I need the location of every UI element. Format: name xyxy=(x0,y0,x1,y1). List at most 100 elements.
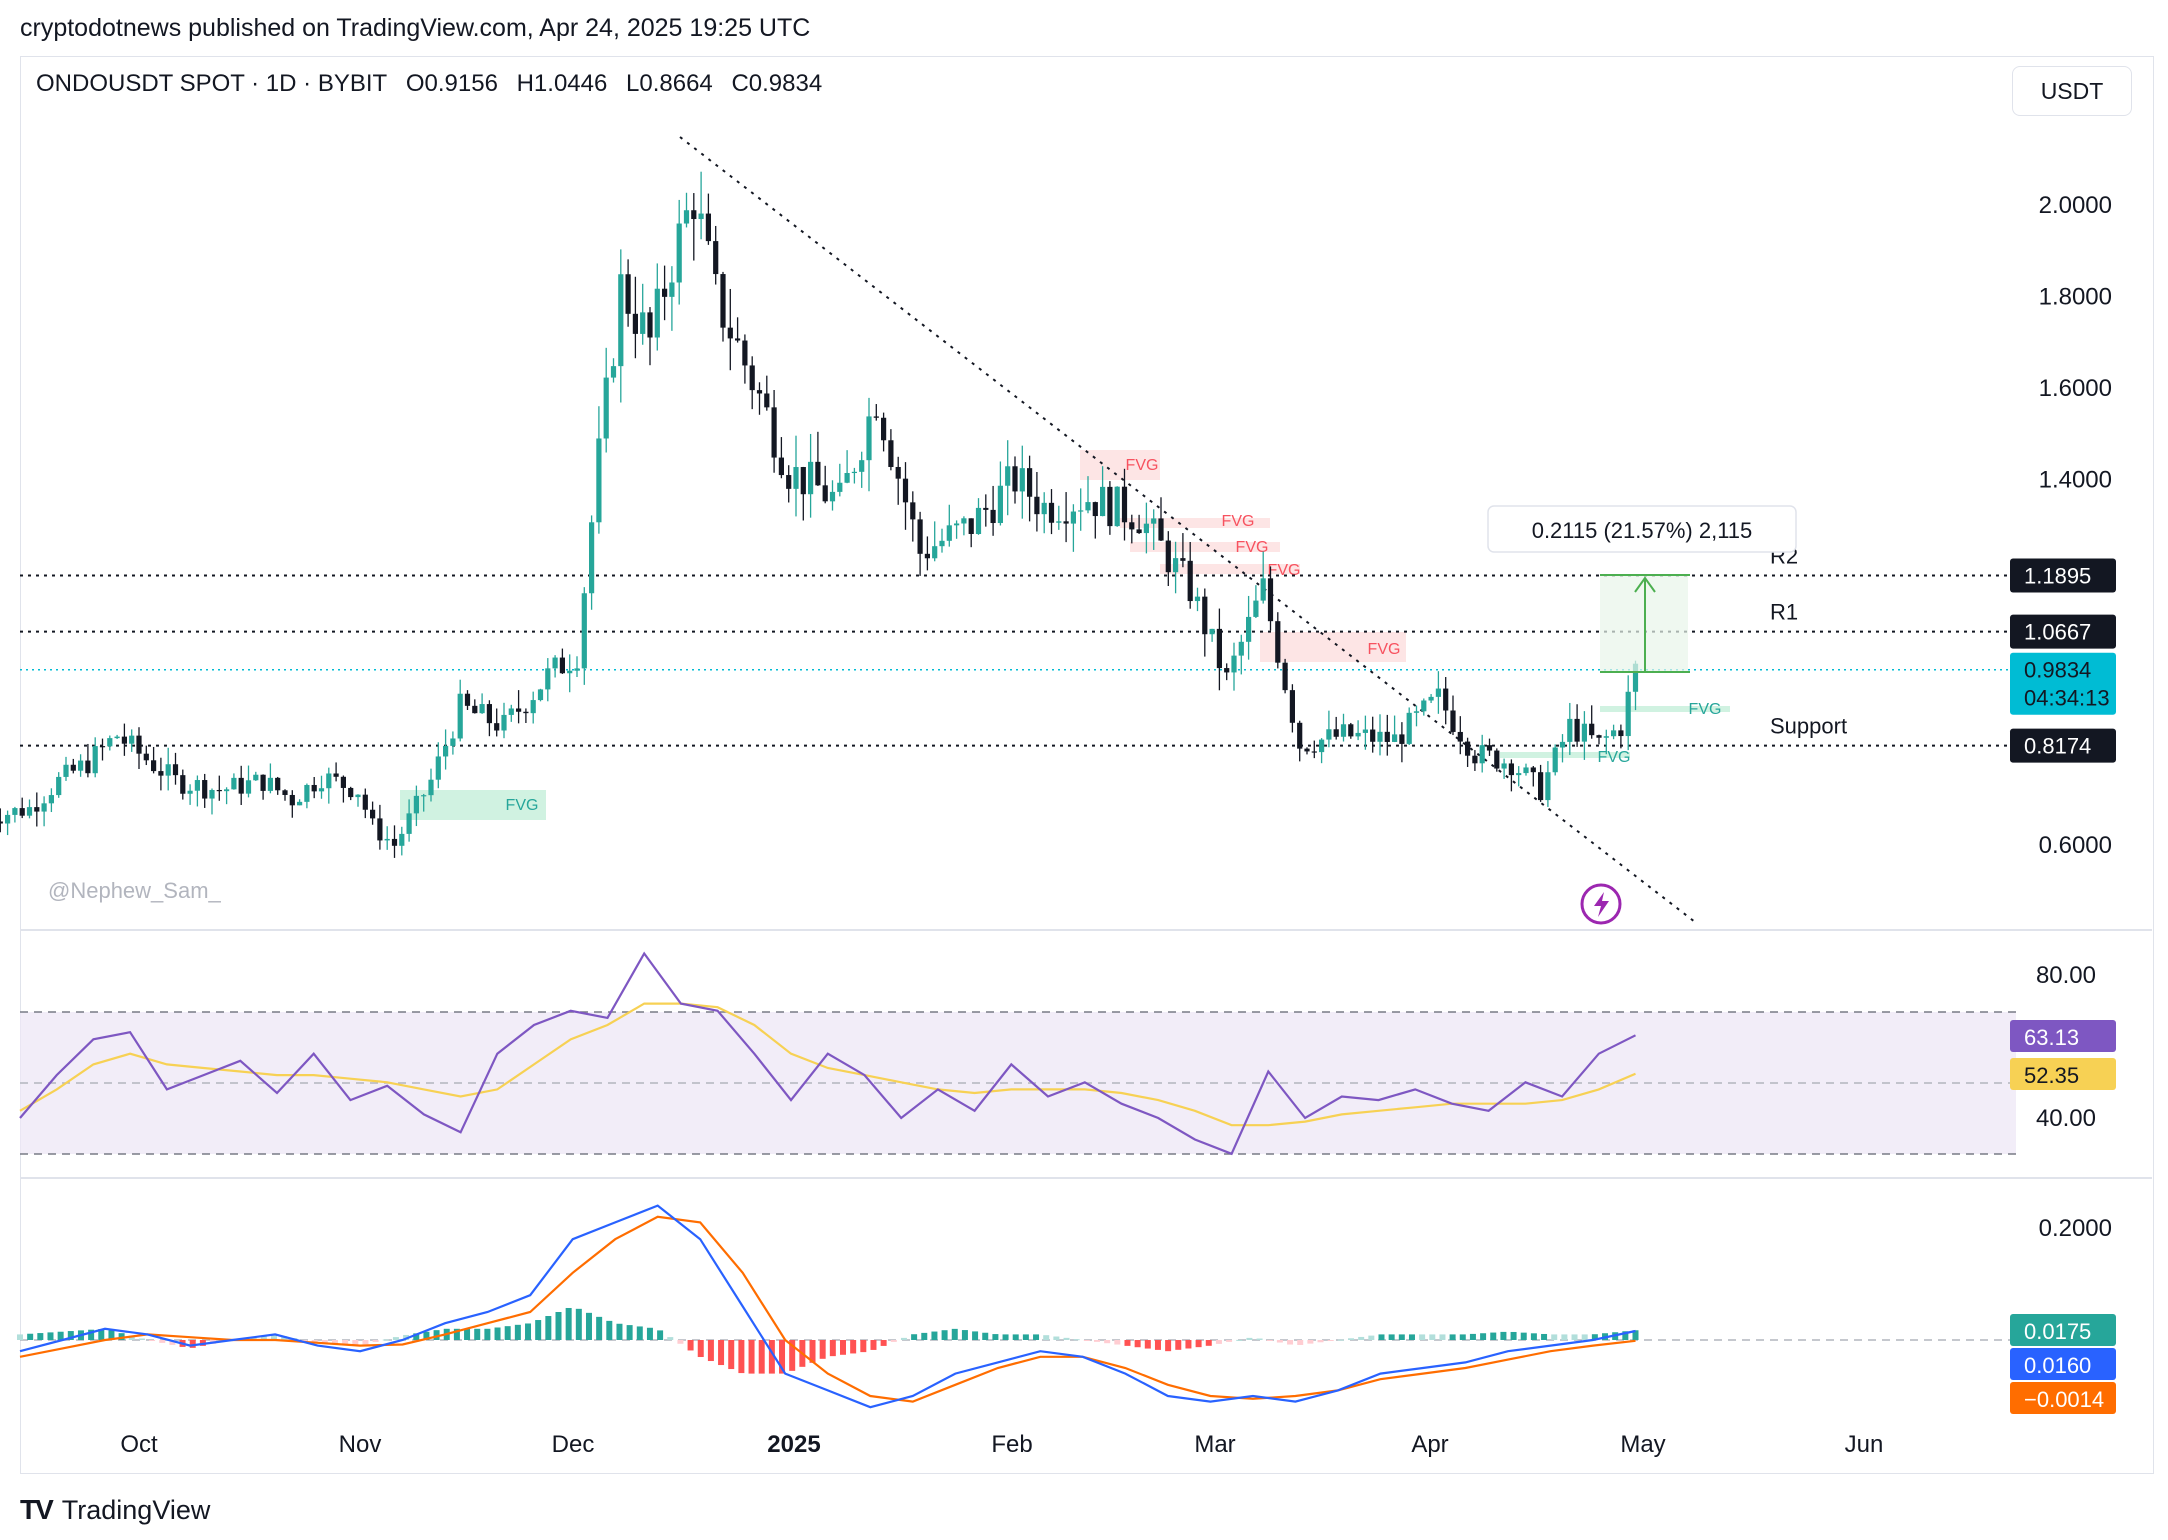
candle-body[interactable] xyxy=(362,794,368,810)
candle-body[interactable] xyxy=(275,777,281,791)
candle-body[interactable] xyxy=(384,838,390,841)
candle-body[interactable] xyxy=(1392,734,1398,742)
candle-body[interactable] xyxy=(19,808,25,816)
candle-body[interactable] xyxy=(654,288,660,338)
downtrend-line[interactable] xyxy=(679,136,1696,923)
candle-body[interactable] xyxy=(231,777,237,790)
candle-body[interactable] xyxy=(1465,741,1471,756)
candle-body[interactable] xyxy=(932,546,938,559)
candle-body[interactable] xyxy=(158,771,164,776)
level-price-tag[interactable] xyxy=(2010,614,2116,649)
candle-body[interactable] xyxy=(1121,486,1128,523)
candle-body[interactable] xyxy=(1063,521,1069,524)
candle-body[interactable] xyxy=(121,736,127,744)
candle-body[interactable] xyxy=(151,760,157,772)
candle-body[interactable] xyxy=(56,776,62,796)
candle-body[interactable] xyxy=(304,784,310,802)
candle-body[interactable] xyxy=(1158,518,1164,541)
candle-body[interactable] xyxy=(800,467,806,495)
candle-body[interactable] xyxy=(1494,750,1500,769)
fvg-zone[interactable] xyxy=(1160,564,1300,574)
candle-body[interactable] xyxy=(552,657,558,669)
candle-body[interactable] xyxy=(625,274,631,314)
candle-body[interactable] xyxy=(713,241,719,275)
candle-body[interactable] xyxy=(1070,511,1076,524)
candle-body[interactable] xyxy=(844,473,850,483)
candle-body[interactable] xyxy=(727,327,733,339)
candle-body[interactable] xyxy=(238,777,244,794)
candle-body[interactable] xyxy=(720,274,726,328)
candle-body[interactable] xyxy=(1012,466,1018,492)
candle-body[interactable] xyxy=(450,738,456,746)
candle-body[interactable] xyxy=(669,282,675,297)
candle-body[interactable] xyxy=(1589,723,1595,736)
candle-body[interactable] xyxy=(143,753,149,761)
candle-body[interactable] xyxy=(1399,734,1405,744)
candle-body[interactable] xyxy=(486,704,492,724)
candle-body[interactable] xyxy=(457,693,463,739)
candle-body[interactable] xyxy=(5,814,11,824)
candle-body[interactable] xyxy=(567,670,573,674)
candle-body[interactable] xyxy=(749,365,755,391)
candle-body[interactable] xyxy=(1428,696,1434,701)
candle-body[interactable] xyxy=(1231,655,1237,673)
candle-body[interactable] xyxy=(1559,741,1566,748)
fvg-zone[interactable] xyxy=(1600,706,1730,712)
candle-body[interactable] xyxy=(742,340,748,366)
fvg-zone[interactable] xyxy=(1260,632,1406,662)
macd-value-tag[interactable] xyxy=(2010,1348,2116,1380)
candle-body[interactable] xyxy=(245,780,252,794)
candle-body[interactable] xyxy=(224,789,230,792)
candle-body[interactable] xyxy=(873,416,879,418)
candle-body[interactable] xyxy=(1165,540,1171,573)
candle-body[interactable] xyxy=(1143,523,1149,534)
candle-body[interactable] xyxy=(1253,600,1259,617)
rsi-value-tag[interactable] xyxy=(2010,1020,2116,1052)
candle-body[interactable] xyxy=(1209,628,1215,635)
candle-body[interactable] xyxy=(1319,739,1325,753)
candle-body[interactable] xyxy=(406,813,412,834)
candle-body[interactable] xyxy=(12,808,18,815)
level-price-tag[interactable] xyxy=(2010,728,2116,763)
candle-body[interactable] xyxy=(1581,723,1587,742)
candle-body[interactable] xyxy=(698,213,704,220)
candle-body[interactable] xyxy=(399,833,405,846)
rsi-ma-line[interactable] xyxy=(19,1002,1636,1127)
fvg-zone[interactable] xyxy=(1130,542,1280,552)
candle-body[interactable] xyxy=(114,736,120,739)
candle-body[interactable] xyxy=(187,790,193,794)
candle-body[interactable] xyxy=(990,509,996,524)
candle-body[interactable] xyxy=(545,668,551,690)
candle-body[interactable] xyxy=(574,668,580,671)
candle-body[interactable] xyxy=(808,461,814,495)
candle-body[interactable] xyxy=(494,723,500,731)
candle-body[interactable] xyxy=(289,794,295,806)
candle-body[interactable] xyxy=(443,745,449,757)
candle-body[interactable] xyxy=(413,795,419,814)
candle-body[interactable] xyxy=(421,795,427,797)
candle-body[interactable] xyxy=(1567,718,1573,742)
candle-body[interactable] xyxy=(1202,596,1208,635)
candle-body[interactable] xyxy=(1457,731,1463,742)
rsi-ma-value-tag[interactable] xyxy=(2010,1058,2116,1090)
lightning-event-icon[interactable] xyxy=(1580,883,1622,925)
candle-body[interactable] xyxy=(1377,731,1383,742)
candle-body[interactable] xyxy=(764,393,770,408)
candle-body[interactable] xyxy=(355,794,361,798)
candle-body[interactable] xyxy=(1545,772,1551,801)
candle-body[interactable] xyxy=(1501,763,1507,769)
candle-body[interactable] xyxy=(1260,578,1266,601)
candle-body[interactable] xyxy=(997,485,1003,524)
candle-body[interactable] xyxy=(902,478,909,503)
candle-body[interactable] xyxy=(209,789,215,799)
candle-body[interactable] xyxy=(866,416,872,461)
candle-body[interactable] xyxy=(99,746,106,748)
candle-body[interactable] xyxy=(92,746,98,774)
candle-body[interactable] xyxy=(216,789,222,792)
candle-body[interactable] xyxy=(924,553,930,559)
candle-body[interactable] xyxy=(34,807,40,812)
candle-body[interactable] xyxy=(735,338,741,341)
candle-body[interactable] xyxy=(1246,616,1252,642)
candle-body[interactable] xyxy=(1085,502,1091,511)
